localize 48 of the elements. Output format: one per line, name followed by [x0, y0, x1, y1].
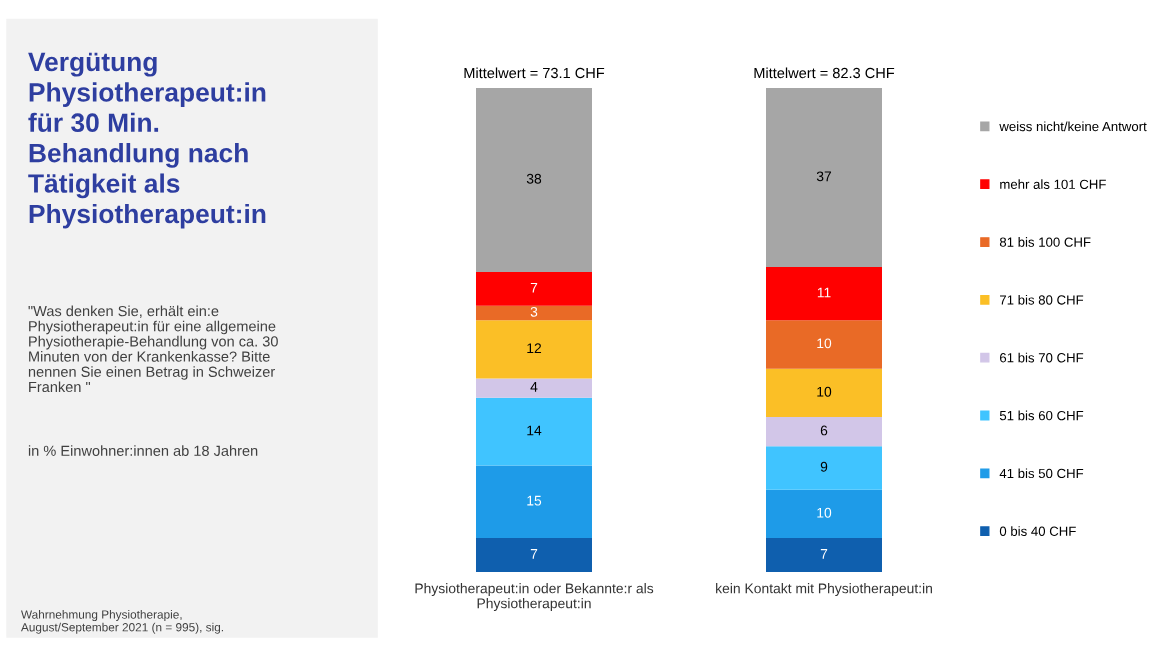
bar [476, 320, 592, 379]
text: Wahrnehmung Physiotherapie, August/September 2021 (n = 995), sig. [20, 610, 223, 634]
data-label: 7 [530, 282, 538, 293]
bar [476, 305, 592, 321]
legend-label: 41 bis 50 CHF [999, 468, 1084, 479]
data-label: 9 [820, 461, 828, 472]
data-label: 4 [530, 382, 538, 392]
data-label: 14 [527, 425, 542, 436]
bar [476, 88, 592, 272]
annotation: Mittelwert = 82.3 CHF [754, 67, 895, 79]
data-label: 37 [816, 171, 832, 182]
data-label: 11 [817, 287, 831, 298]
data-label: 38 [526, 173, 542, 184]
x-tick-label: kein Kontakt mit Physiotherapeut:in [716, 583, 932, 597]
bar [476, 538, 592, 572]
bar [476, 271, 592, 306]
annotation: Mittelwert = 73.1 CHF [464, 67, 605, 79]
bar [766, 489, 882, 539]
data-label: 7 [820, 549, 828, 559]
legend-label: mehr als 101 CHF [1000, 179, 1106, 189]
data-label: 6 [820, 425, 828, 436]
data-label: 12 [527, 343, 542, 353]
bar [766, 446, 882, 490]
data-label: 3 [530, 306, 538, 317]
bar [476, 397, 592, 466]
bar [766, 538, 882, 572]
bar [476, 465, 592, 539]
bar [766, 267, 882, 321]
text: in % Einwohner:innen ab 18 Jahren [28, 445, 258, 456]
legend-label: 61 bis 70 CHF [1000, 352, 1084, 363]
text: Vergütung Physiotherapeut:in für 30 Min. Behandlung nach Tätigkeit als Physiotherapeut:in [28, 52, 266, 229]
legend-label: weiss nicht/keine Antwort [999, 121, 1147, 132]
legend-label: 81 bis 100 CHF [999, 237, 1091, 247]
legend-label: 51 bis 60 CHF [999, 410, 1084, 421]
legend-label: 0 bis 40 CHF [999, 526, 1076, 536]
data-label: 10 [817, 338, 832, 349]
bar [476, 378, 592, 398]
x-tick-label: Physiotherapeut:in oder Bekannte:r als Physiotherapeut:in [415, 583, 654, 612]
data-label: 10 [817, 386, 832, 397]
bar [766, 417, 882, 447]
data-label: 7 [530, 549, 538, 559]
legend-label: 71 bis 80 CHF [1000, 294, 1084, 305]
data-label: 10 [817, 507, 832, 518]
bar [766, 320, 882, 369]
bar [766, 368, 882, 418]
text: "Was denken Sie, erhält ein:e Physiotherapeut:in für eine allgemeine Physiotherapie-Behandlung von ca. 30 Minuten von der Krankenkasse? Bitte nennen Sie einen Betrag in Schweizer Franken " [28, 305, 278, 393]
bar [766, 88, 882, 268]
data-label: 15 [527, 495, 542, 506]
